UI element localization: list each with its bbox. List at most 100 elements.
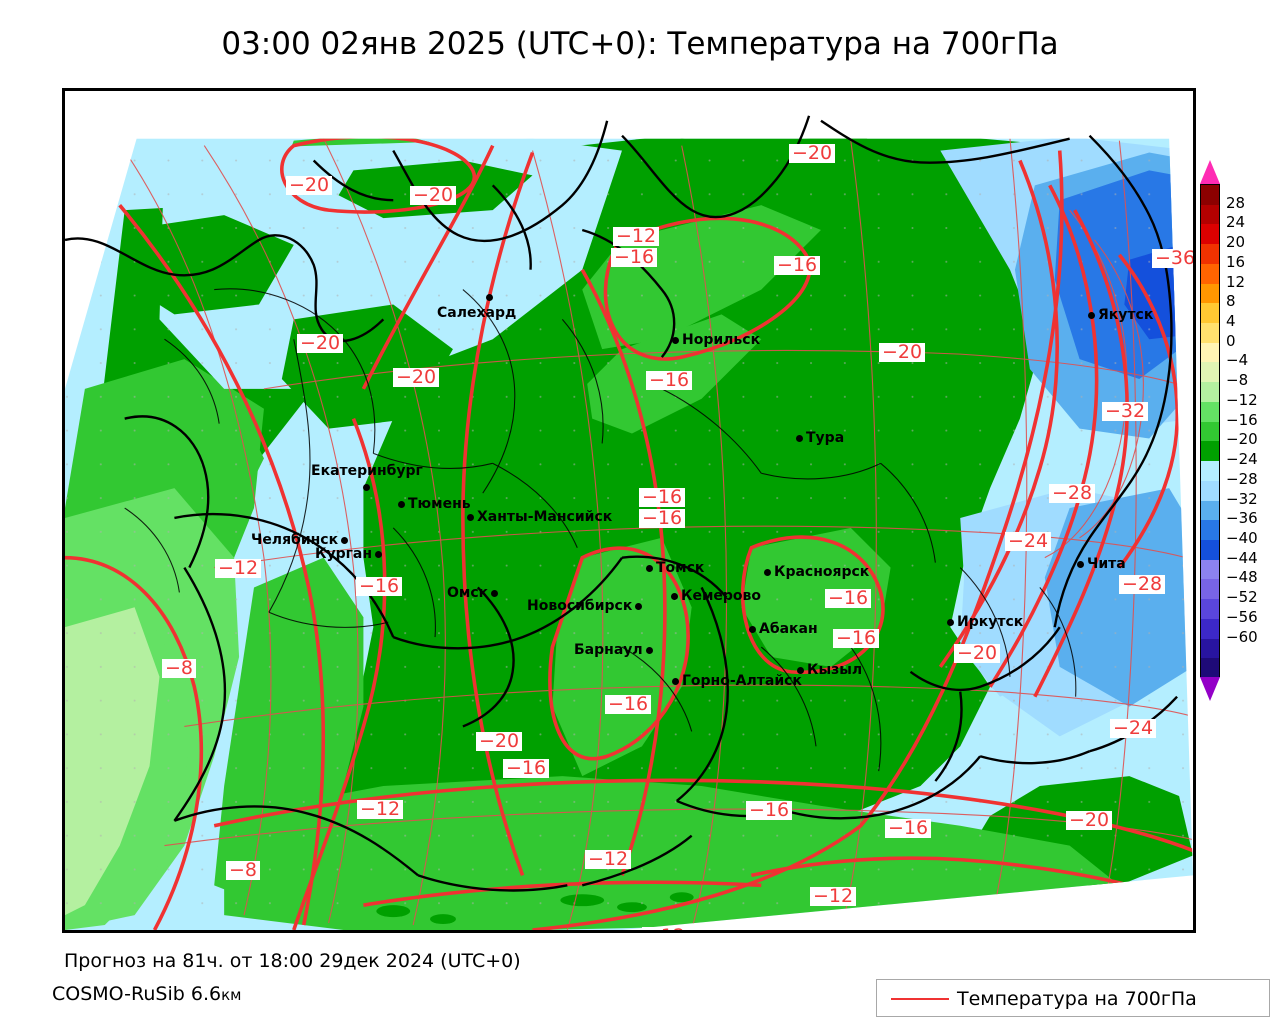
city-dot [1077, 560, 1084, 568]
contour-label: −16 [605, 695, 652, 714]
contour-label: −20 [286, 176, 333, 195]
city-label: Красноярск [761, 564, 869, 580]
colorbar-tick: −60 [1226, 627, 1258, 646]
city-label: Норильск [669, 332, 760, 348]
contour-label: −16 [639, 509, 686, 528]
colorbar-tick: 12 [1226, 272, 1246, 291]
model-resolution-unit: км [221, 986, 242, 1004]
colorbar-band [1201, 638, 1219, 659]
city-label: Кызыл [794, 662, 862, 678]
colorbar-band [1201, 500, 1219, 521]
contour-label: −20 [1066, 811, 1113, 830]
region-borders [124, 288, 1077, 772]
contour-label: −16 [611, 248, 658, 267]
colorbar-tick: 20 [1226, 233, 1246, 252]
city-label: Кемерово [668, 588, 761, 604]
contour-label: −24 [1005, 532, 1052, 551]
colorbar-band [1201, 342, 1219, 363]
contour-label: −28 [1119, 575, 1166, 594]
city-dot [467, 513, 474, 521]
city-label: Курган [315, 546, 385, 562]
colorbar-band [1201, 559, 1219, 580]
legend: Температура на 700гПа [876, 979, 1270, 1017]
contour-label: −20 [410, 186, 457, 205]
contour-label: −16 [503, 759, 550, 778]
colorbar-over-arrow [1200, 160, 1220, 184]
contour-label: −16 [833, 629, 880, 648]
colorbar-band [1201, 480, 1219, 501]
colorbar-tick: 0 [1226, 331, 1236, 350]
colorbar-tick: −16 [1226, 410, 1258, 429]
contour-label: −20 [393, 368, 440, 387]
contour-label: −12 [810, 887, 857, 906]
city-dot [491, 589, 499, 597]
contour-label: −8 [226, 861, 261, 880]
colorbar-tick: −32 [1226, 489, 1258, 508]
model-resolution: 6.6 [190, 983, 222, 1005]
colorbar-tick: 16 [1226, 252, 1246, 271]
weather-map: Якутск Норильск Салехард Тура Ханты-Манс… [62, 88, 1196, 933]
city-dot [672, 677, 679, 685]
colorbar-tick: −36 [1226, 509, 1258, 528]
contour-label: −16 [356, 577, 403, 596]
colorbar-tick-labels: 28 24 20 16 12 8 4 0 −4 −8 −12 −16 −20 −24 −28 −32 −36 −4… [1226, 160, 1276, 700]
city-dot [671, 592, 678, 600]
contour-label: −8 [162, 659, 197, 678]
colorbar-band [1201, 382, 1219, 402]
contour-label: −16 [639, 488, 686, 507]
model-info: COSMO-RuSib 6.6км [52, 983, 241, 1005]
legend-label: Температура на 700гПа [957, 988, 1197, 1010]
contour-label: −20 [879, 343, 926, 362]
colorbar-band [1201, 362, 1219, 383]
contour-label: −24 [1110, 719, 1157, 738]
city-label: Тура [793, 430, 844, 446]
contour-label: −12 [613, 227, 660, 246]
contour-label: −16 [825, 589, 872, 608]
colorbar-band [1201, 579, 1219, 600]
colorbar-band [1201, 185, 1219, 205]
country-borders [65, 115, 1178, 892]
city-dot [749, 625, 756, 633]
city-dot [363, 483, 371, 491]
city-dot [1088, 311, 1095, 319]
city-dot [646, 564, 653, 572]
colorbar-tick: −40 [1226, 528, 1258, 547]
city-dot [797, 666, 804, 674]
contour-label: −12 [357, 800, 404, 819]
contour-label: −16 [746, 801, 793, 820]
colorbar-band [1201, 401, 1219, 422]
city-label: Якутск [1085, 307, 1153, 323]
contour-label: −32 [1102, 402, 1149, 421]
contour-label: −12 [642, 927, 689, 930]
colorbar-tick: −8 [1226, 371, 1249, 390]
city-label: Салехард [437, 289, 516, 321]
city-label: Горно-Алтайск [669, 673, 802, 689]
colorbar-tick: −4 [1226, 351, 1249, 370]
city-label: Омск [447, 585, 501, 601]
map-canvas [65, 91, 1193, 930]
city-label: Томск [643, 560, 704, 576]
model-name: COSMO-RuSib [52, 983, 185, 1005]
city-label: Челябинск [251, 532, 351, 548]
colorbar-tick: −24 [1226, 450, 1258, 469]
contour-label: −16 [774, 256, 821, 275]
city-label: Барнаул [574, 642, 656, 658]
contour-label: −12 [215, 559, 262, 578]
colorbar-band [1201, 599, 1219, 619]
city-dot [635, 602, 643, 610]
colorbar-tick: −52 [1226, 588, 1258, 607]
city-label: Тюмень [395, 496, 471, 512]
contour-label: −20 [789, 144, 836, 163]
city-label: Иркутск [944, 614, 1023, 630]
colorbar-tick: −28 [1226, 469, 1258, 488]
colorbar-band [1201, 441, 1219, 462]
colorbar-band [1201, 283, 1219, 304]
city-dot [341, 536, 349, 544]
colorbar-band [1201, 224, 1219, 245]
colorbar-band [1201, 618, 1219, 639]
colorbar-tick: 8 [1226, 292, 1236, 311]
colorbar-under-arrow [1200, 677, 1220, 701]
city-dot [947, 618, 954, 626]
legend-line-swatch [891, 998, 949, 1000]
city-label: Чита [1074, 556, 1126, 572]
